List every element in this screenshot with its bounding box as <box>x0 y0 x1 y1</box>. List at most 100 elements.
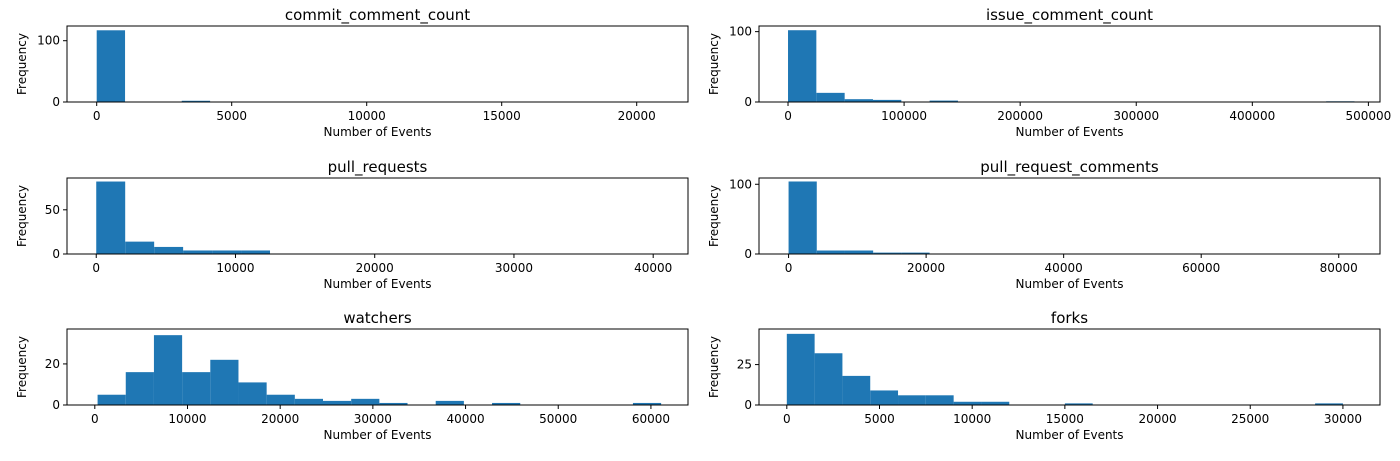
histogram-bar <box>96 181 126 254</box>
histogram-bar <box>842 375 871 405</box>
y-tick-label: 100 <box>729 177 752 191</box>
x-tick-label: 15000 <box>1046 412 1084 426</box>
y-tick-label: 0 <box>52 95 60 109</box>
x-tick-label: 5000 <box>864 412 895 426</box>
x-axis-label: Number of Events <box>1015 428 1123 442</box>
x-axis-label: Number of Events <box>323 125 431 139</box>
histogram-bar <box>294 398 323 405</box>
y-tick-label: 50 <box>45 203 60 217</box>
y-tick-label: 0 <box>744 398 752 412</box>
x-axis-label: Number of Events <box>323 277 431 291</box>
histogram-bar <box>844 99 873 102</box>
histogram-bar <box>212 250 242 254</box>
x-tick-label: 25000 <box>1231 412 1269 426</box>
x-tick-label: 60000 <box>1182 261 1220 275</box>
x-axis-label: Number of Events <box>1015 125 1123 139</box>
x-tick-label: 200000 <box>997 109 1043 123</box>
histogram-bar <box>351 398 380 405</box>
axes-frame <box>66 177 689 255</box>
x-tick-label: 60000 <box>632 412 670 426</box>
axes-frame <box>66 328 689 406</box>
x-tick-label: 40000 <box>1045 261 1083 275</box>
y-tick-label: 100 <box>37 34 60 48</box>
x-tick-label: 20000 <box>1138 412 1176 426</box>
histogram-bar <box>929 100 958 102</box>
x-tick-label: 40000 <box>446 412 484 426</box>
panel-issue-comment-count: 0 100000 200000 300000 400000 500000 0 100 issue… <box>707 6 1391 139</box>
axes-frame <box>758 25 1381 103</box>
x-tick-label: 50000 <box>539 412 577 426</box>
x-axis-label: Number of Events <box>323 428 431 442</box>
x-tick-label: 100000 <box>881 109 927 123</box>
histogram-bar <box>125 241 155 254</box>
x-tick-label: 0 <box>93 109 101 123</box>
panel-forks: 0 5000 10000 15000 20000 25000 30000 0 25 forks Nu… <box>707 309 1381 442</box>
histogram-bar <box>154 246 184 254</box>
histogram-bar <box>125 372 154 405</box>
x-tick-label: 20000 <box>261 412 299 426</box>
panel-pull-request-comments: 0 20000 40000 60000 80000 0 100 pull_request_co… <box>707 158 1381 291</box>
x-tick-label: 0 <box>785 261 793 275</box>
histogram-bar <box>1315 403 1343 405</box>
y-tick-label: 0 <box>744 95 752 109</box>
x-tick-label: 5000 <box>216 109 247 123</box>
x-tick-label: 10000 <box>953 412 991 426</box>
y-axis-label: Frequency <box>707 336 721 398</box>
chart-title: pull_request_comments <box>980 158 1159 177</box>
y-axis-label: Frequency <box>15 33 29 95</box>
x-tick-label: 20000 <box>618 109 656 123</box>
histogram-bar <box>492 402 521 405</box>
x-tick-label: 30000 <box>1324 412 1362 426</box>
histogram-bar <box>97 394 126 405</box>
y-axis-label: Frequency <box>707 185 721 247</box>
y-tick-label: 0 <box>744 247 752 261</box>
axes-frame <box>66 25 689 103</box>
histogram-bar <box>872 99 902 102</box>
axes-frame <box>758 328 1381 406</box>
histogram-bar <box>788 181 817 254</box>
x-tick-label: 0 <box>783 412 791 426</box>
x-tick-label: 10000 <box>216 261 254 275</box>
histogram-bar <box>241 250 271 254</box>
y-tick-label: 0 <box>52 398 60 412</box>
histogram-bar <box>210 359 239 405</box>
histogram-bar <box>816 250 845 254</box>
y-axis-label: Frequency <box>15 185 29 247</box>
y-tick-label: 25 <box>737 358 752 372</box>
panel-pull-requests: 0 10000 20000 30000 40000 0 50 pull_requests Num… <box>15 158 689 291</box>
chart-title: issue_comment_count <box>986 6 1153 25</box>
x-tick-label: 10000 <box>168 412 206 426</box>
x-tick-label: 0 <box>91 412 99 426</box>
histogram-bar <box>183 250 213 254</box>
histogram-bar <box>816 92 845 102</box>
x-tick-label: 0 <box>92 261 100 275</box>
panel-watchers: 0 10000 20000 30000 40000 50000 60000 0 20 watche… <box>15 309 689 442</box>
x-tick-label: 500000 <box>1345 109 1391 123</box>
histogram-bar <box>981 401 1010 405</box>
y-tick-label: 20 <box>45 357 60 371</box>
y-axis-label: Frequency <box>15 336 29 398</box>
y-tick-label: 0 <box>52 247 60 261</box>
histogram-bar <box>435 400 464 405</box>
histogram-bar <box>238 382 267 405</box>
x-tick-label: 20000 <box>356 261 394 275</box>
histogram-bar <box>786 333 815 405</box>
x-tick-label: 10000 <box>348 109 386 123</box>
histogram-bar <box>898 395 926 405</box>
histogram-bar <box>953 401 982 405</box>
histogram-bar <box>266 394 295 405</box>
x-tick-label: 40000 <box>634 261 672 275</box>
x-tick-label: 400000 <box>1229 109 1275 123</box>
histogram-bar <box>788 30 817 102</box>
histogram-bar <box>323 400 352 405</box>
x-tick-label: 0 <box>784 109 792 123</box>
chart-title: pull_requests <box>328 158 428 177</box>
x-tick-label: 300000 <box>1113 109 1159 123</box>
x-axis-label: Number of Events <box>1015 277 1123 291</box>
chart-title: commit_comment_count <box>285 6 470 25</box>
x-tick-label: 20000 <box>907 261 945 275</box>
histogram-bar <box>844 250 874 254</box>
histogram-bar <box>96 30 126 102</box>
histogram-bar <box>814 353 843 405</box>
